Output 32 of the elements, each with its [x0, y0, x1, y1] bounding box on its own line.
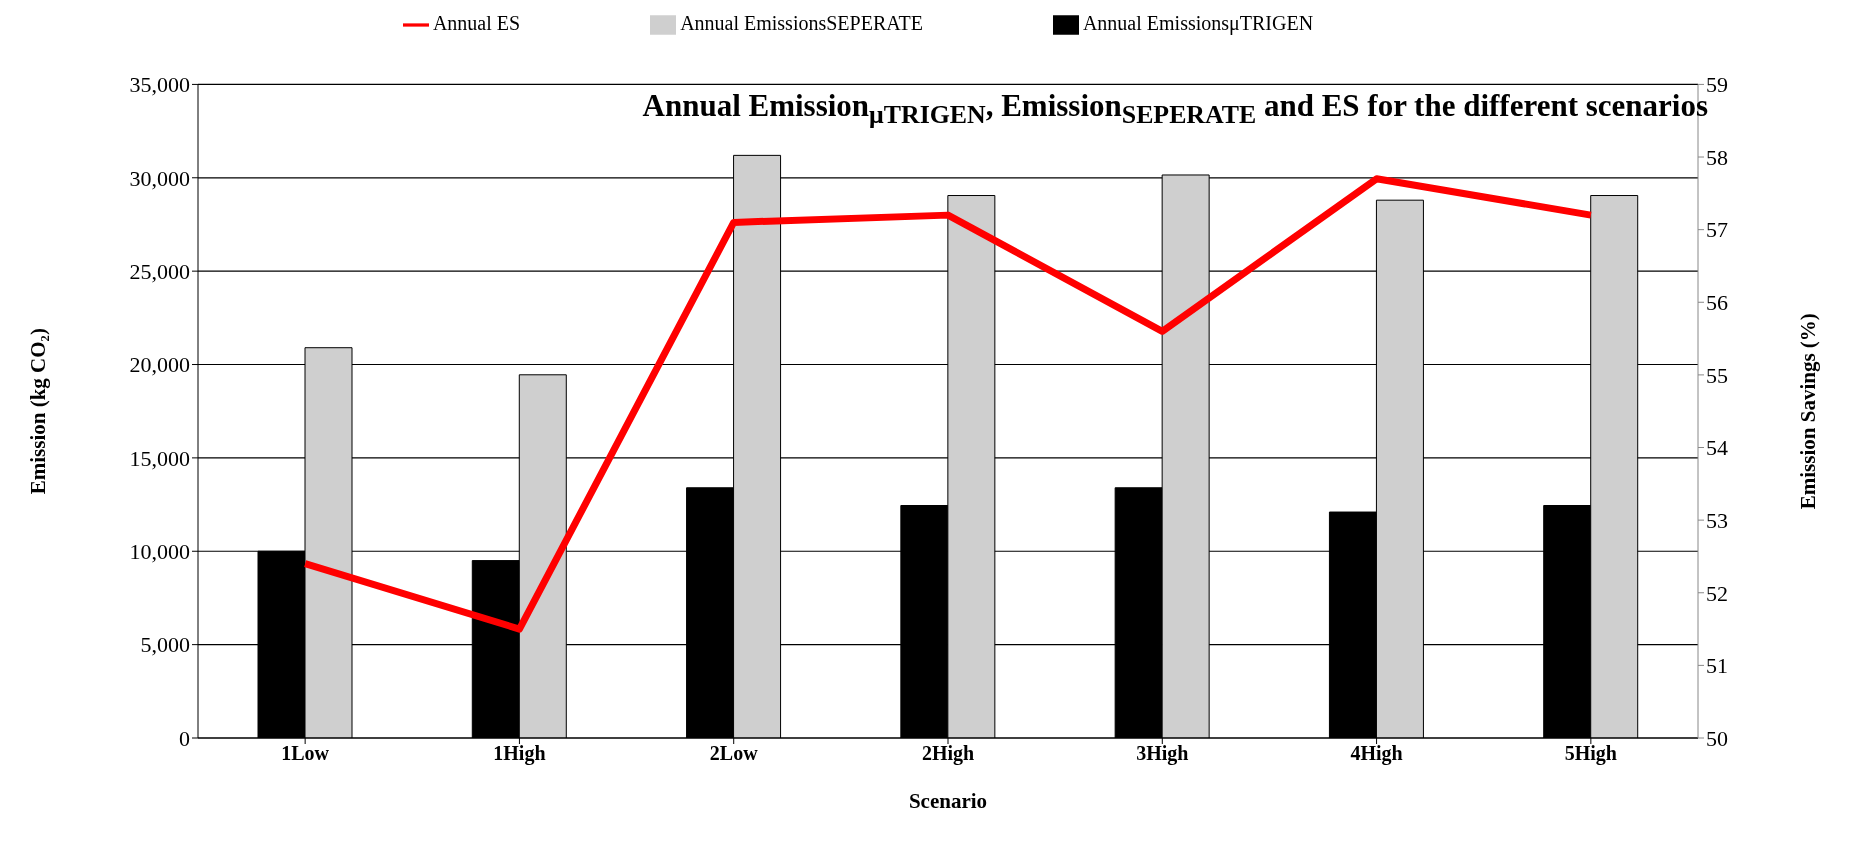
- legend-label: Annual EmissionsμTRIGEN: [1082, 12, 1314, 34]
- x-tick-label: 2Low: [709, 742, 759, 765]
- x-tick-label: 2High: [921, 742, 975, 766]
- y-tick-label: 20,000: [129, 352, 190, 378]
- y2-tick-label: 59: [1706, 72, 1728, 98]
- y-tick-label: 10,000: [129, 539, 190, 565]
- x-axis-title: Scenario: [908, 789, 988, 813]
- y2-tick-label: 55: [1706, 362, 1728, 388]
- y2-tick-label: 50: [1706, 725, 1728, 751]
- legend-label: Annual ES: [432, 12, 521, 34]
- y-tick-label: 5,000: [140, 632, 190, 658]
- y-tick-label: 30,000: [129, 165, 190, 191]
- y2-tick-label: 51: [1706, 653, 1728, 679]
- legend-label: Annual EmissionsSEPERATE: [680, 12, 923, 34]
- y-tick-label: 25,000: [129, 258, 190, 284]
- y-tick-label: 15,000: [129, 445, 190, 471]
- y-tick-label: 0: [179, 725, 190, 751]
- chart-title: Annual Emission$_{μTRIGEN}$, Emission$_{SEPERATE}$ and ES for the different scenarios: [641, 88, 1708, 131]
- y2-axis-title: Emission Savings (%): [1796, 313, 1821, 510]
- y2-tick-label: 57: [1706, 217, 1728, 243]
- x-tick-label: 1Low: [281, 742, 330, 765]
- y2-tick-label: 54: [1706, 435, 1728, 461]
- x-tick-label: 3High: [1136, 742, 1189, 766]
- y-axis-title: Emission (kg CO₂): [26, 328, 51, 495]
- y2-tick-label: 58: [1706, 144, 1728, 170]
- x-tick-label: 5High: [1564, 742, 1617, 766]
- y2-tick-label: 56: [1706, 290, 1728, 316]
- y2-tick-label: 52: [1706, 580, 1728, 606]
- x-tick-label: 4High: [1350, 742, 1403, 766]
- y-tick-label: 35,000: [129, 72, 190, 98]
- y2-tick-label: 53: [1706, 507, 1728, 533]
- x-tick-label: 1High: [493, 742, 546, 766]
